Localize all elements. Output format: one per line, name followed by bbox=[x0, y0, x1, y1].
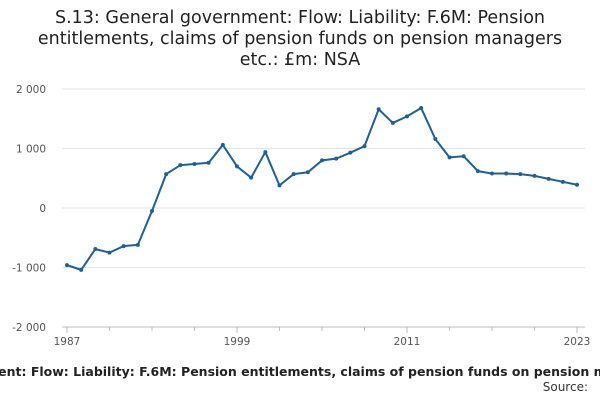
data-point bbox=[164, 172, 169, 177]
data-point bbox=[461, 154, 466, 159]
x-axis: 1987 1999 2011 2023 bbox=[54, 326, 591, 348]
data-point bbox=[192, 161, 197, 166]
chart-title-line-3: etc.: £m: NSA bbox=[239, 50, 361, 70]
data-point bbox=[390, 120, 395, 125]
data-point bbox=[546, 176, 551, 181]
y-tick-label: -2 000 bbox=[12, 322, 46, 334]
data-point bbox=[277, 183, 282, 188]
y-tick-label: 2 000 bbox=[16, 84, 46, 96]
data-point bbox=[475, 169, 480, 174]
gridlines bbox=[62, 88, 585, 328]
chart-title: S.13: General government: Flow: Liabilit… bbox=[0, 8, 600, 71]
data-point bbox=[291, 172, 296, 177]
data-point bbox=[518, 172, 523, 177]
series-group bbox=[65, 106, 579, 272]
data-point bbox=[220, 142, 225, 147]
data-point bbox=[376, 107, 381, 112]
data-point bbox=[121, 244, 126, 249]
data-point bbox=[348, 150, 353, 155]
data-point bbox=[178, 163, 183, 168]
data-point bbox=[362, 144, 367, 149]
y-tick-label: -1 000 bbox=[12, 263, 46, 275]
data-point bbox=[575, 182, 579, 187]
series-line bbox=[66, 107, 578, 271]
footer-caption: S.13: General government: Flow: Liabilit… bbox=[0, 364, 600, 379]
data-point bbox=[79, 267, 84, 272]
data-point bbox=[334, 156, 339, 161]
y-axis: -2 000 -1 000 0 1 000 2 000 bbox=[12, 84, 46, 334]
y-tick-label: 1 000 bbox=[16, 144, 46, 156]
data-point bbox=[560, 179, 565, 184]
data-point bbox=[107, 250, 112, 255]
data-point bbox=[249, 175, 254, 180]
footer: S.13: General government: Flow: Liabilit… bbox=[0, 364, 600, 380]
chart-title-line-2: entitlements, claims of pension funds on… bbox=[37, 29, 563, 49]
x-tick-label: 1987 bbox=[54, 336, 81, 348]
x-tick-label: 2023 bbox=[564, 336, 591, 348]
data-point bbox=[490, 171, 494, 176]
data-point bbox=[320, 158, 324, 163]
data-point bbox=[263, 150, 268, 155]
data-point bbox=[206, 160, 211, 165]
data-point bbox=[150, 208, 154, 213]
x-tick-label: 2011 bbox=[394, 336, 421, 348]
data-point bbox=[447, 155, 452, 160]
x-tick-label: 1999 bbox=[224, 336, 251, 348]
y-tick-label: 0 bbox=[39, 203, 46, 215]
data-point bbox=[532, 173, 537, 178]
data-point bbox=[235, 164, 239, 169]
chart-title-line-1: S.13: General government: Flow: Liabilit… bbox=[54, 8, 546, 28]
data-point bbox=[65, 263, 69, 268]
data-point bbox=[419, 106, 424, 111]
data-point bbox=[305, 170, 310, 175]
data-point bbox=[405, 114, 409, 119]
source-label: Source: bbox=[542, 380, 588, 394]
data-point bbox=[504, 171, 509, 176]
data-point bbox=[135, 242, 140, 247]
data-point bbox=[93, 247, 98, 252]
data-point bbox=[433, 136, 438, 141]
